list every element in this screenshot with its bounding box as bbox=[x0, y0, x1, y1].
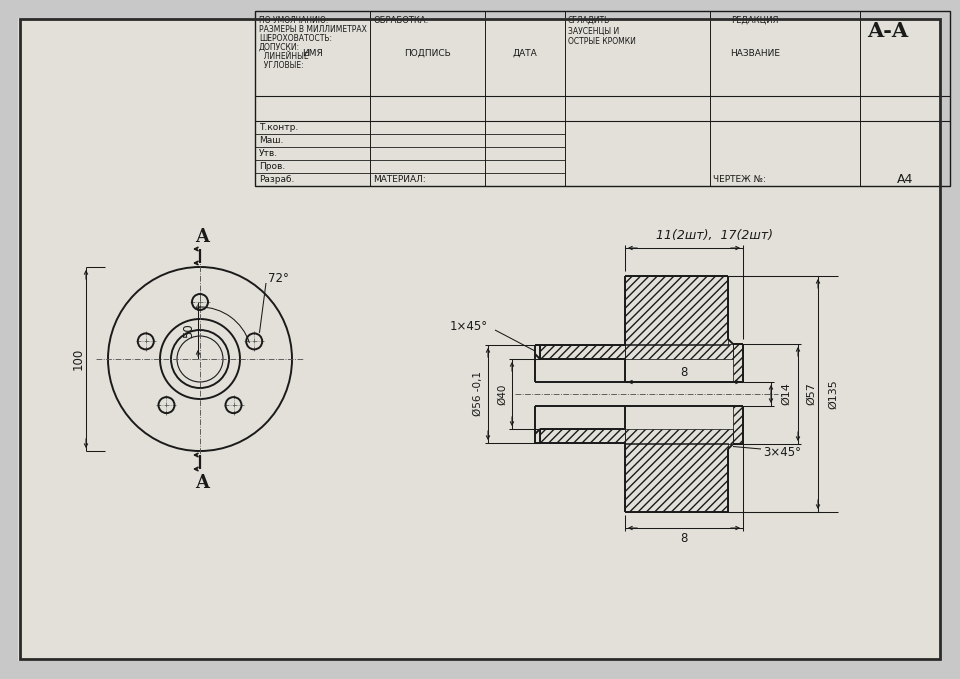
Text: A-A: A-A bbox=[868, 21, 908, 41]
Bar bbox=[625, 344, 733, 359]
Text: МАТЕРИАЛ:: МАТЕРИАЛ: bbox=[373, 175, 425, 184]
Text: Ø14: Ø14 bbox=[781, 382, 791, 405]
Text: СГЛАДИТЬ
ЗАУСЕНЦЫ И
ОСТРЫЕ КРОМКИ: СГЛАДИТЬ ЗАУСЕНЦЫ И ОСТРЫЕ КРОМКИ bbox=[568, 16, 636, 45]
Text: Разраб.: Разраб. bbox=[259, 175, 295, 184]
Bar bbox=[540, 429, 625, 443]
Bar bbox=[540, 345, 625, 359]
Text: 3×45°: 3×45° bbox=[763, 445, 801, 458]
Text: ПОДПИСЬ: ПОДПИСЬ bbox=[404, 49, 451, 58]
Text: ДАТА: ДАТА bbox=[513, 49, 538, 58]
Text: Т.контр.: Т.контр. bbox=[259, 123, 299, 132]
Text: ПО УМОЛЧАНИЮ:: ПО УМОЛЧАНИЮ: bbox=[259, 16, 328, 25]
Text: 8: 8 bbox=[681, 532, 687, 545]
Text: 8: 8 bbox=[681, 365, 687, 378]
Text: Ø40: Ø40 bbox=[497, 384, 507, 405]
Text: Ø56 -0,1: Ø56 -0,1 bbox=[473, 371, 483, 416]
Text: ЛИНЕЙНЫЕ: ЛИНЕЙНЫЕ bbox=[259, 52, 308, 61]
Text: A: A bbox=[195, 474, 209, 492]
Text: Пров.: Пров. bbox=[259, 162, 285, 171]
Text: 1×45°: 1×45° bbox=[450, 320, 488, 333]
Bar bbox=[625, 429, 733, 444]
Text: Утв.: Утв. bbox=[259, 149, 278, 158]
Text: ДОПУСКИ:: ДОПУСКИ: bbox=[259, 43, 300, 52]
Text: НАЗВАНИЕ: НАЗВАНИЕ bbox=[730, 49, 780, 58]
Bar bbox=[625, 276, 728, 345]
Bar bbox=[625, 443, 728, 512]
Text: 11(2шт),  17(2шт): 11(2шт), 17(2шт) bbox=[656, 230, 773, 242]
Text: УГЛОВЫЕ:: УГЛОВЫЕ: bbox=[259, 61, 303, 70]
Text: ОБРАБОТКА:: ОБРАБОТКА: bbox=[373, 16, 428, 25]
Text: 100: 100 bbox=[71, 348, 84, 370]
Bar bbox=[733, 344, 743, 382]
Text: Ø57: Ø57 bbox=[806, 382, 816, 405]
Bar bbox=[733, 406, 743, 444]
Text: A: A bbox=[195, 228, 209, 246]
Text: РЕДАКЦИЯ: РЕДАКЦИЯ bbox=[732, 16, 779, 25]
Text: РАЗМЕРЫ В МИЛЛИМЕТРАХ: РАЗМЕРЫ В МИЛЛИМЕТРАХ bbox=[259, 25, 367, 34]
Text: ИМЯ: ИМЯ bbox=[302, 49, 323, 58]
Text: Ø135: Ø135 bbox=[828, 379, 838, 409]
Text: ЧЕРТЕЖ №:: ЧЕРТЕЖ №: bbox=[713, 175, 766, 184]
Text: ШЕРОХОВАТОСТЬ:: ШЕРОХОВАТОСТЬ: bbox=[259, 34, 332, 43]
Bar bbox=[255, 11, 950, 186]
Text: 50: 50 bbox=[182, 323, 196, 338]
Text: Маш.: Маш. bbox=[259, 136, 283, 145]
Text: 72°: 72° bbox=[268, 272, 289, 285]
Text: A4: A4 bbox=[897, 173, 913, 186]
